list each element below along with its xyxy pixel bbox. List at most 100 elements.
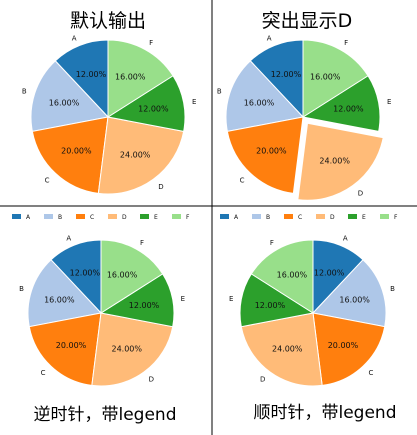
pie-percent-label-c: 20.00%	[56, 341, 87, 350]
pie-percent-label-a: 12.00%	[271, 70, 302, 79]
pie-percent-label-b: 16.00%	[339, 295, 370, 304]
pie-category-label-a: A	[66, 235, 71, 243]
pie-percent-label-e: 12.00%	[255, 301, 286, 310]
legend-swatch-a	[220, 214, 229, 219]
pie-slice-c	[31, 116, 109, 194]
pie-slice-b	[312, 259, 387, 328]
pie-percent-label-a: 12.00%	[314, 268, 345, 277]
pie-panel-1: 12.00% A 16.00% B 20.00% C 24.00% D 12.00% E 16.00…	[22, 10, 196, 195]
pie-category-label-c: C	[41, 369, 46, 377]
pie-category-label-f: F	[140, 239, 144, 247]
legend-swatch-c	[76, 214, 85, 219]
pie-slice-d	[97, 116, 185, 195]
pie-percent-label-e: 12.00%	[129, 301, 160, 310]
pie-title: 默认输出	[70, 10, 146, 32]
legend-swatch-b	[44, 214, 53, 219]
pie-category-label-b: B	[19, 285, 24, 293]
pie-percent-label-a: 12.00%	[70, 268, 101, 277]
pie-legend: A B C D E F	[12, 214, 190, 221]
legend-label-c: C	[90, 214, 94, 221]
pie-category-label-f: F	[149, 39, 153, 47]
legend-swatch-a	[12, 214, 21, 219]
pie-category-label-c: C	[240, 176, 245, 184]
pie-category-label-d: D	[358, 189, 363, 197]
legend-swatch-d	[316, 214, 325, 219]
pie-percent-label-d: 24.00%	[272, 344, 303, 353]
pie-category-label-e: E	[229, 295, 233, 303]
pie-category-label-b: B	[217, 88, 222, 96]
pie-panel-4: 12.00% A 16.00% B 20.00% C 24.00% D 12.00% E 16.00…	[220, 214, 398, 423]
legend-label-c: C	[298, 214, 302, 221]
pie-slice-d	[297, 122, 384, 201]
pie-category-label-d: D	[149, 376, 154, 384]
pie-category-label-a: A	[72, 35, 77, 43]
pie-percent-label-b: 16.00%	[49, 99, 80, 108]
pie-slice-d	[240, 312, 323, 387]
pie-percent-label-f: 16.00%	[277, 271, 308, 280]
pie-percent-label-f: 16.00%	[115, 73, 146, 82]
legend-swatch-e	[348, 214, 357, 219]
pie-category-label-e: E	[192, 98, 196, 106]
pie-category-label-f: F	[270, 239, 274, 247]
pie-slice-f	[107, 39, 174, 118]
pie-percent-label-e: 12.00%	[333, 104, 364, 113]
pie-category-label-b: B	[390, 285, 395, 293]
legend-label-b: B	[266, 214, 270, 221]
pie-percent-label-d: 24.00%	[319, 157, 350, 166]
pie-category-label-c: C	[368, 369, 373, 377]
pie-slice-c	[28, 312, 102, 386]
legend-swatch-f	[172, 214, 181, 219]
pie-title: 逆时针，带legend	[34, 405, 177, 425]
pie-slice-b	[27, 259, 102, 328]
pie-category-label-a: A	[343, 235, 348, 243]
pie-category-label-b: B	[22, 88, 27, 96]
legend-swatch-b	[252, 214, 261, 219]
pie-slice-f	[100, 239, 164, 314]
pie-percent-label-c: 20.00%	[256, 147, 287, 156]
legend-swatch-d	[108, 214, 117, 219]
legend-swatch-e	[140, 214, 149, 219]
pie-slice-c	[226, 116, 304, 194]
pie-percent-label-d: 24.00%	[120, 150, 151, 159]
pie-category-label-e: E	[387, 98, 391, 106]
pie-percent-label-d: 24.00%	[111, 344, 142, 353]
pie-panel-3: 12.00% A 16.00% B 20.00% C 24.00% D 12.00% E 16.00…	[12, 214, 190, 425]
pie-slice-f	[302, 39, 369, 118]
legend-label-d: D	[122, 214, 127, 221]
legend-label-a: A	[234, 214, 239, 221]
pie-slice-c	[312, 312, 386, 386]
pie-percent-label-b: 16.00%	[44, 295, 75, 304]
pie-panel-2: 12.00% A 16.00% B 20.00% C 24.00% D 12.00% E 16.00…	[217, 10, 391, 201]
pie-percent-label-b: 16.00%	[244, 99, 275, 108]
legend-label-f: F	[186, 214, 190, 221]
pie-category-label-d: D	[158, 183, 163, 191]
legend-label-e: E	[362, 214, 366, 221]
pie-category-label-e: E	[181, 295, 185, 303]
legend-label-e: E	[154, 214, 158, 221]
pie-slice-f	[250, 239, 314, 314]
pie-title: 突出显示D	[262, 10, 353, 32]
pie-category-label-d: D	[260, 376, 265, 384]
legend-label-b: B	[58, 214, 62, 221]
pie-slice-b	[225, 60, 304, 133]
pie-percent-label-a: 12.00%	[76, 70, 107, 79]
pie-category-label-f: F	[344, 39, 348, 47]
pie-percent-label-f: 16.00%	[310, 73, 341, 82]
legend-swatch-c	[284, 214, 293, 219]
legend-label-d: D	[330, 214, 335, 221]
pie-legend: A B C D E F	[220, 214, 398, 221]
pie-percent-label-c: 20.00%	[61, 147, 92, 156]
pie-slice-b	[30, 60, 109, 133]
legend-label-a: A	[26, 214, 31, 221]
pie-percent-label-f: 16.00%	[107, 271, 138, 280]
pie-slice-d	[91, 312, 174, 387]
pie-percent-label-c: 20.00%	[328, 341, 359, 350]
pie-category-label-a: A	[267, 35, 272, 43]
pie-category-label-c: C	[45, 176, 50, 184]
pie-percent-label-e: 12.00%	[138, 104, 169, 113]
legend-swatch-f	[380, 214, 389, 219]
legend-label-f: F	[394, 214, 398, 221]
pie-title: 顺时针，带legend	[254, 403, 397, 423]
